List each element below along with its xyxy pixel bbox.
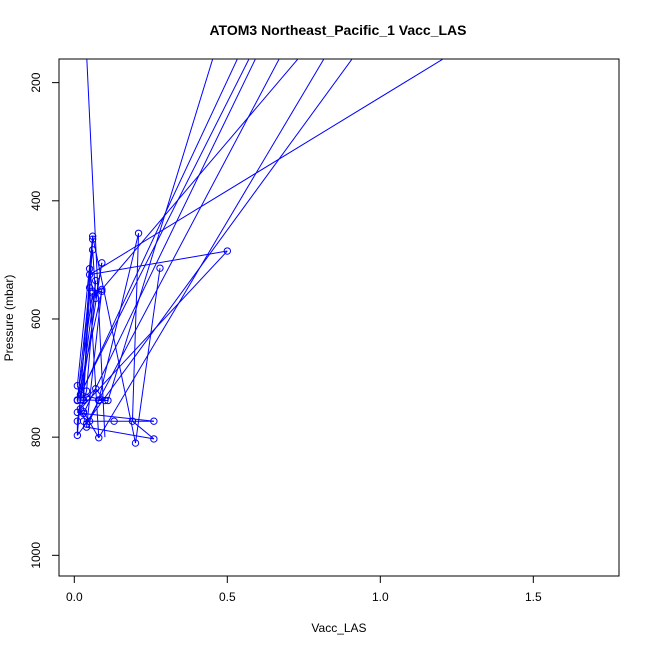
y-axis-label: Pressure (mbar) [2, 275, 16, 362]
series-line-segment [76, 292, 94, 400]
data-point [73, 417, 82, 425]
series-line-segment [98, 59, 325, 438]
chart-title: ATOM3 Northeast_Pacific_1 Vacc_LAS [209, 22, 466, 38]
data-point [131, 439, 140, 447]
series-line-segment [76, 236, 94, 386]
y-tick-label: 600 [29, 309, 43, 329]
series-line-segment [132, 420, 155, 440]
y-tick-label: 1000 [29, 542, 43, 569]
series-line-segment [86, 280, 97, 392]
y-tick-label: 200 [29, 72, 43, 92]
data-point [79, 408, 88, 416]
data-point [88, 232, 97, 240]
data-point [82, 387, 91, 395]
data-point [92, 294, 100, 302]
data-point [88, 235, 97, 243]
series-line-segment [83, 413, 154, 422]
series-line-segment [89, 250, 228, 276]
data-point [95, 434, 103, 442]
y-tick-label: 800 [29, 427, 43, 447]
series-line-segment [98, 233, 140, 401]
series-line-segment [98, 59, 280, 401]
data-point [104, 396, 112, 405]
series-line-segment [86, 388, 97, 398]
series-line-segment [86, 426, 154, 440]
data-point [223, 247, 232, 255]
y-tick-label: 400 [29, 190, 43, 210]
data-point [92, 276, 100, 285]
series-line-segment [89, 59, 445, 276]
x-axis: 0.0 0.5 1.0 1.5 [66, 576, 542, 604]
series-layer [73, 59, 445, 447]
data-point [88, 289, 97, 297]
series-line-segment [76, 59, 250, 401]
series-line-segment [76, 59, 353, 436]
data-point [98, 287, 106, 295]
data-point [76, 390, 85, 399]
data-point [95, 396, 103, 405]
x-tick-label: 1.5 [525, 590, 542, 604]
data-point [88, 246, 97, 254]
data-point [156, 264, 164, 272]
x-tick-label: 1.0 [372, 590, 389, 604]
series-line-segment [80, 250, 228, 410]
series-line-segment [89, 287, 100, 438]
series-line-segment [89, 249, 94, 275]
series-line-segment [92, 290, 102, 294]
y-axis: 200 400 600 800 1000 [29, 72, 59, 569]
x-axis-label: Vacc_LAS [311, 621, 366, 635]
data-point [128, 417, 137, 425]
data-point [82, 423, 91, 431]
series-line-segment [92, 236, 136, 444]
data-point [73, 431, 82, 440]
data-point [73, 382, 82, 390]
data-point [73, 396, 82, 405]
x-tick-label: 0.5 [219, 590, 236, 604]
series-line-segment [107, 59, 214, 401]
series-line-segment [131, 233, 140, 422]
data-point [85, 270, 94, 279]
data-point [110, 417, 118, 425]
data-point [150, 417, 158, 425]
series-line-segment [83, 59, 256, 414]
series-line-segment [76, 287, 91, 401]
plot-area [58, 58, 620, 577]
data-point [98, 259, 106, 267]
x-tick-label: 0.0 [66, 590, 83, 604]
data-point [76, 396, 85, 404]
series-line-segment [76, 291, 103, 401]
series-line-segment [80, 394, 106, 402]
series-line-segment [101, 59, 299, 290]
data-point [82, 420, 91, 428]
data-point [150, 435, 158, 443]
data-point [85, 283, 94, 292]
data-point [134, 229, 143, 238]
series-line-segment [86, 59, 106, 438]
data-point [92, 384, 100, 393]
